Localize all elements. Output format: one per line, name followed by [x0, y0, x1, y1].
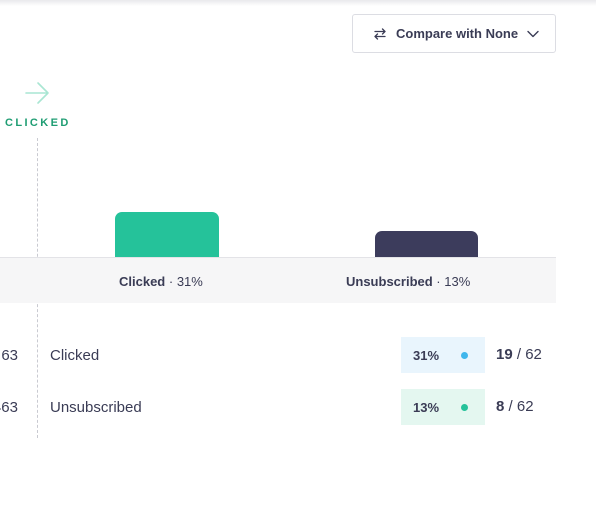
category-name: Clicked: [119, 274, 166, 289]
previous-stage-count: 63: [1, 347, 18, 364]
slash: /: [504, 398, 517, 415]
total-value: 62: [525, 346, 542, 363]
category-pct: 31%: [176, 274, 203, 289]
slash: /: [512, 346, 526, 363]
count-ratio: 19 / 62: [496, 346, 542, 363]
count-ratio: 8 / 62: [496, 398, 534, 415]
percent-value: 31%: [413, 347, 440, 363]
previous-stage-count: 463: [0, 399, 18, 416]
category-label-clicked: Clicked · 31%: [119, 274, 203, 289]
top-shadow: [0, 0, 596, 6]
count-value: 8: [496, 398, 505, 415]
chevron-down-icon: [527, 30, 539, 37]
category-name: Unsubscribed: [346, 274, 433, 289]
chart-bar-clicked: [115, 212, 219, 258]
percent-chip: 13%: [401, 389, 485, 425]
compare-dropdown-button[interactable]: Compare with None: [352, 14, 556, 53]
total-value: 62: [516, 398, 534, 415]
compare-label: Compare with None: [396, 26, 519, 41]
category-label-unsubscribed: Unsubscribed · 13%: [346, 274, 470, 289]
status-dot-icon: [461, 352, 468, 359]
arrow-right-icon: [25, 82, 49, 104]
funnel-stage-label: CLICKED: [5, 117, 71, 129]
row-name: Unsubscribed: [50, 399, 142, 416]
percent-value: 13%: [413, 399, 440, 415]
swap-arrows-icon: [374, 27, 386, 40]
row-name: Clicked: [50, 347, 100, 364]
separator: ·: [432, 274, 445, 289]
table-row: 463 Unsubscribed 13% 8 / 62: [0, 389, 596, 427]
chart-category-axis: Clicked · 31% Unsubscribed · 13%: [0, 257, 556, 303]
chart-bar-unsubscribed: [375, 231, 478, 258]
status-dot-icon: [461, 404, 468, 411]
table-row: 63 Clicked 31% 19 / 62: [0, 337, 596, 375]
category-pct: 13%: [444, 274, 471, 289]
count-value: 19: [496, 346, 513, 363]
separator: ·: [165, 274, 177, 289]
percent-chip: 31%: [401, 337, 485, 373]
